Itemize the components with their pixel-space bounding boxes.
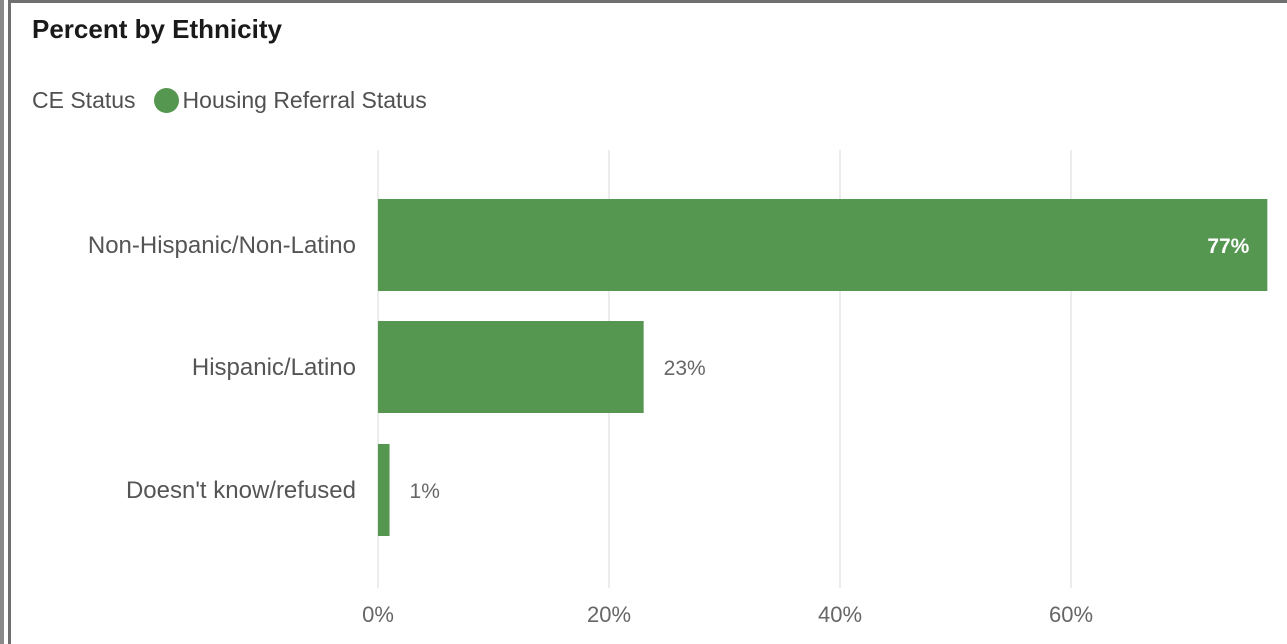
chart-title: Percent by Ethnicity bbox=[32, 14, 282, 44]
bar bbox=[378, 321, 644, 413]
category-label: Hispanic/Latino bbox=[192, 354, 356, 381]
data-label: 1% bbox=[410, 480, 440, 503]
data-label: 77% bbox=[1207, 235, 1249, 258]
data-label: 23% bbox=[664, 357, 706, 380]
x-tick-label: 60% bbox=[1049, 602, 1093, 627]
legend-item-housing-referral-status: Housing Referral Status bbox=[182, 86, 427, 113]
x-tick-label: 0% bbox=[362, 602, 394, 627]
category-label: Doesn't know/refused bbox=[126, 477, 356, 504]
legend-title: CE Status bbox=[32, 86, 136, 113]
x-tick-label: 20% bbox=[587, 602, 631, 627]
x-tick-label: 40% bbox=[818, 602, 862, 627]
frame-left-border bbox=[0, 0, 4, 644]
bar bbox=[378, 444, 390, 536]
bar bbox=[378, 199, 1268, 291]
chart-legend: CE Status Housing Referral Status bbox=[32, 85, 427, 115]
legend-marker-housing-referral-status bbox=[153, 87, 179, 113]
frame-inner-border bbox=[8, 0, 11, 644]
category-label: Non-Hispanic/Non-Latino bbox=[88, 232, 356, 259]
frame-top-border bbox=[8, 0, 1287, 3]
